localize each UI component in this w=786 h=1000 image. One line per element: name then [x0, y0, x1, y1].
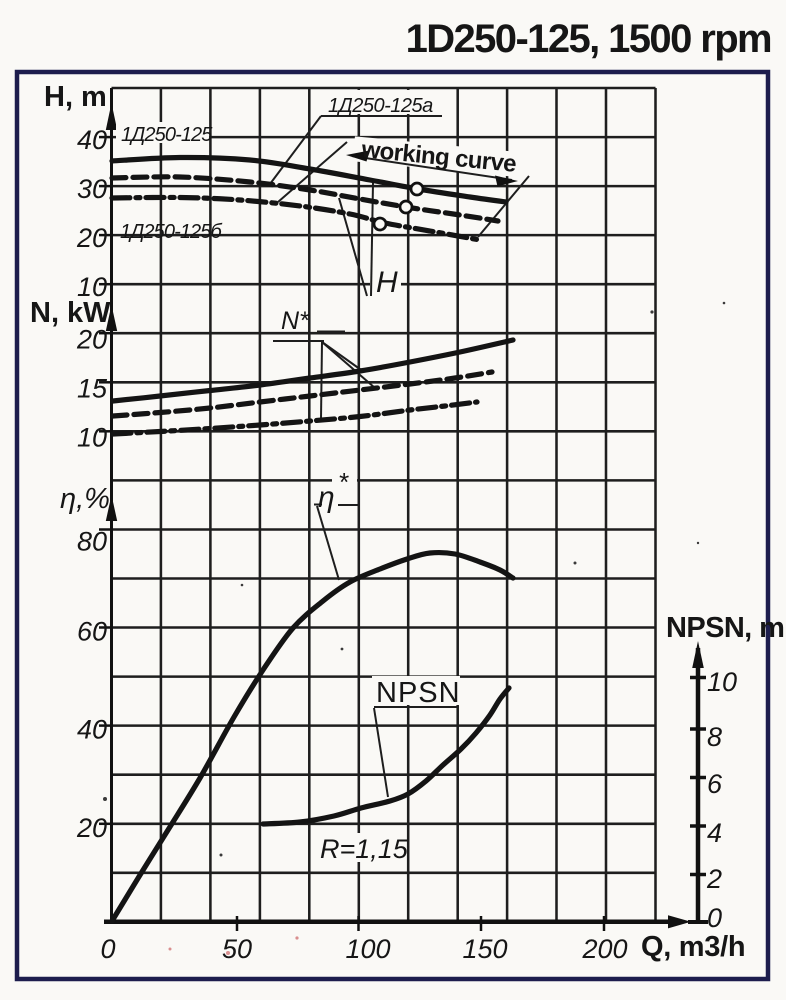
svg-text:10: 10	[707, 667, 737, 697]
svg-text:6: 6	[707, 769, 723, 799]
svg-text:0: 0	[707, 903, 722, 933]
svg-text:15: 15	[77, 373, 108, 403]
svg-text:4: 4	[707, 818, 722, 848]
svg-text:80: 80	[77, 526, 107, 556]
svg-text:Q, m3/h: Q, m3/h	[641, 931, 745, 963]
svg-text:1Д250-125: 1Д250-125	[121, 124, 213, 146]
svg-text:40: 40	[77, 715, 107, 745]
svg-text:20: 20	[76, 223, 107, 253]
svg-text:0: 0	[100, 934, 115, 964]
svg-text:H: H	[376, 266, 398, 299]
svg-text:2: 2	[706, 864, 722, 894]
svg-text:200: 200	[581, 934, 627, 964]
svg-text:20: 20	[76, 324, 107, 354]
svg-text:N, kW: N, kW	[30, 297, 111, 329]
svg-text:η,%: η,%	[60, 483, 110, 515]
svg-text:R=1,15: R=1,15	[320, 834, 409, 864]
svg-text:100: 100	[345, 934, 390, 964]
svg-text:1Д250-125б: 1Д250-125б	[120, 221, 223, 243]
svg-text:1D250-125, 1500 rpm: 1D250-125, 1500 rpm	[406, 17, 771, 61]
svg-text:10: 10	[77, 272, 107, 302]
svg-text:NPSN, m: NPSN, m	[666, 612, 784, 644]
svg-text:20: 20	[76, 813, 107, 843]
svg-text:8: 8	[707, 722, 722, 752]
svg-text:150: 150	[462, 934, 507, 964]
svg-text:N*: N*	[281, 307, 310, 335]
svg-text:η: η	[318, 481, 335, 514]
svg-text:60: 60	[77, 617, 107, 647]
svg-text:50: 50	[222, 934, 252, 964]
svg-text:NPSN: NPSN	[376, 677, 461, 709]
svg-text:*: *	[338, 467, 349, 497]
svg-text:H, m: H, m	[44, 81, 107, 113]
svg-text:40: 40	[77, 125, 107, 155]
svg-text:1Д250-125а: 1Д250-125а	[328, 95, 433, 117]
svg-text:10: 10	[77, 422, 107, 452]
svg-text:30: 30	[77, 174, 107, 204]
